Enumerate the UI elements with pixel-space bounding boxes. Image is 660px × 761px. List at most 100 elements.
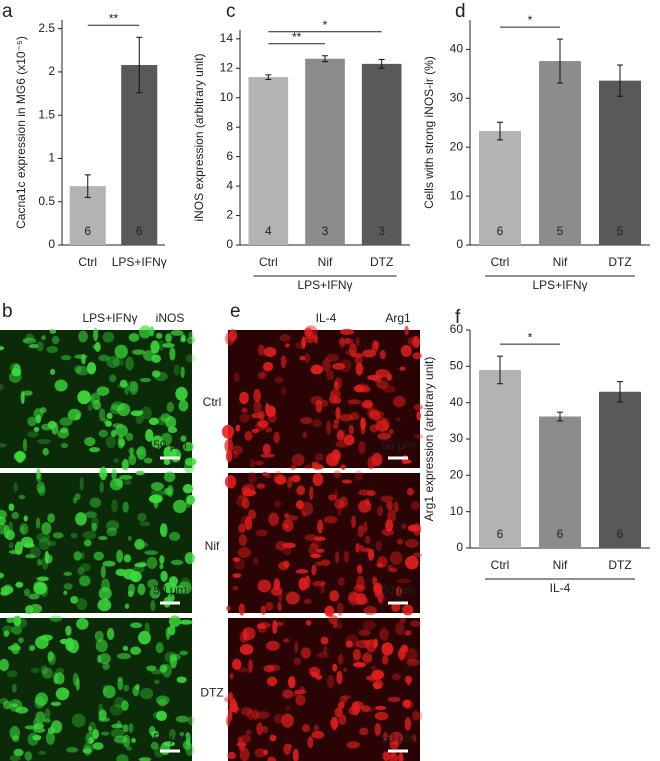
cell xyxy=(412,522,422,536)
cell xyxy=(106,520,120,532)
cell xyxy=(360,422,366,435)
cell xyxy=(75,413,80,421)
cell xyxy=(235,424,241,432)
n-label: 6 xyxy=(497,224,504,238)
cell xyxy=(165,333,172,343)
cell xyxy=(265,602,274,611)
cell xyxy=(117,435,125,449)
cell xyxy=(389,740,400,750)
cell xyxy=(397,578,411,584)
cell xyxy=(8,699,23,712)
cell xyxy=(80,563,91,572)
cell xyxy=(83,741,95,754)
cell xyxy=(38,485,46,497)
cell xyxy=(160,570,168,582)
cell xyxy=(117,677,124,691)
cell xyxy=(71,713,86,728)
cell xyxy=(149,725,156,736)
cell xyxy=(362,640,372,645)
cell xyxy=(278,561,290,571)
cell xyxy=(321,399,329,407)
cell xyxy=(310,364,324,375)
cell xyxy=(92,344,98,350)
cell xyxy=(2,625,13,634)
cell xyxy=(359,727,369,736)
cell xyxy=(361,401,374,409)
cell xyxy=(294,640,299,654)
significance-label: * xyxy=(528,13,533,27)
cell xyxy=(63,571,73,576)
cell xyxy=(140,406,152,420)
cell xyxy=(151,435,164,450)
cell xyxy=(316,548,325,553)
cell xyxy=(100,565,106,579)
y-tick-label: 60 xyxy=(450,322,464,336)
y-tick-label: 10 xyxy=(450,188,464,202)
error-bar xyxy=(265,74,272,80)
cell xyxy=(221,424,235,439)
cell xyxy=(343,667,348,672)
bar xyxy=(248,77,289,245)
cell xyxy=(263,346,277,357)
cell xyxy=(36,576,49,582)
cell xyxy=(358,489,371,496)
cell xyxy=(368,407,374,412)
cell xyxy=(382,751,390,761)
cell xyxy=(314,453,324,461)
cell xyxy=(400,344,412,357)
cell xyxy=(409,560,419,569)
y-axis-label: Cacna1c expression in MG6 (x10⁻⁵) xyxy=(14,36,28,229)
cell xyxy=(168,625,176,636)
scale-bar-label: 50 μm xyxy=(381,583,415,597)
cell xyxy=(179,619,193,625)
cell xyxy=(92,728,99,740)
cell xyxy=(169,531,181,541)
y-tick-label: 0 xyxy=(456,237,463,251)
cell xyxy=(36,468,41,480)
cell xyxy=(79,575,91,587)
cell xyxy=(263,664,275,673)
cell xyxy=(148,417,159,426)
cell xyxy=(304,464,312,470)
cell xyxy=(165,416,177,429)
cell xyxy=(300,417,313,425)
cell xyxy=(13,482,18,492)
cell xyxy=(273,470,284,484)
cell xyxy=(322,358,331,373)
cell xyxy=(168,576,178,587)
cell xyxy=(168,615,181,628)
cell xyxy=(333,423,339,430)
n-label: 4 xyxy=(265,224,272,238)
cell xyxy=(308,543,319,557)
cell xyxy=(325,452,340,467)
cell xyxy=(346,741,360,749)
cell xyxy=(262,749,269,755)
cell xyxy=(106,627,115,641)
cell xyxy=(303,598,312,604)
cell xyxy=(41,423,53,431)
cell xyxy=(3,524,10,539)
cell xyxy=(135,470,145,476)
cell xyxy=(375,705,387,711)
cell xyxy=(116,754,129,761)
cell xyxy=(284,343,290,348)
cell xyxy=(70,596,79,604)
cell xyxy=(117,403,131,417)
cell xyxy=(128,333,140,342)
y-tick-label: 6 xyxy=(226,149,233,163)
cell xyxy=(343,434,355,446)
cell xyxy=(40,634,53,641)
cell xyxy=(374,711,389,721)
cell xyxy=(42,447,49,456)
cell xyxy=(162,663,172,678)
cell xyxy=(371,669,384,680)
cell xyxy=(273,713,285,725)
cell xyxy=(60,354,72,361)
cell xyxy=(343,550,350,563)
cell xyxy=(95,639,108,653)
cell xyxy=(114,696,125,708)
cell xyxy=(280,355,287,369)
cell xyxy=(45,554,53,564)
cell xyxy=(180,366,185,378)
cell xyxy=(407,336,420,346)
